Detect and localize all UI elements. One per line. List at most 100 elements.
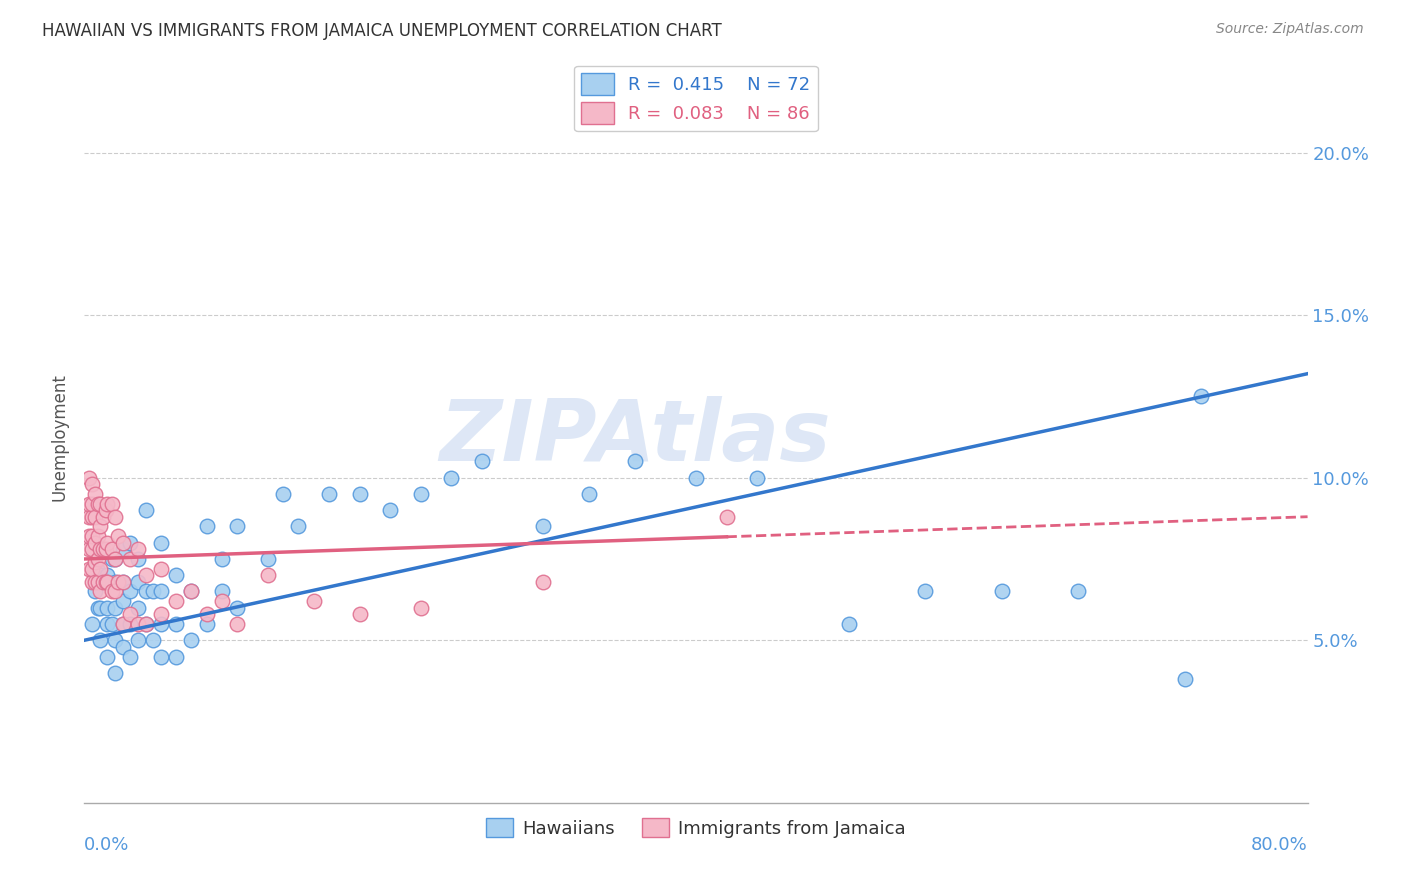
Point [180, 633, 202, 648]
Point [180, 584, 202, 599]
Point [84, 584, 107, 599]
Point [94, 503, 117, 517]
Point [94, 574, 117, 589]
Point [84, 555, 107, 569]
Point [111, 574, 134, 589]
Point [111, 640, 134, 654]
Point [104, 574, 127, 589]
Point [96, 600, 118, 615]
Point [94, 542, 117, 557]
Point [104, 509, 127, 524]
Point [120, 535, 142, 549]
Point [91, 509, 114, 524]
Point [89, 568, 111, 582]
Point [120, 607, 142, 622]
Point [89, 562, 111, 576]
Point [471, 454, 494, 468]
Point [104, 665, 127, 680]
Point [226, 617, 249, 632]
Point [96, 535, 118, 549]
Text: 80.0%: 80.0% [1251, 836, 1308, 854]
Point [111, 574, 134, 589]
Point [120, 617, 142, 632]
Point [111, 542, 134, 557]
Point [96, 568, 118, 582]
Point [135, 617, 157, 632]
Point [84, 487, 107, 501]
Point [195, 617, 218, 632]
Point [1174, 673, 1197, 687]
Point [89, 542, 111, 557]
Point [165, 568, 187, 582]
Point [104, 633, 127, 648]
Point [120, 649, 142, 664]
Point [101, 617, 124, 632]
Point [80, 574, 103, 589]
Point [747, 471, 769, 485]
Point [165, 649, 187, 664]
Point [89, 497, 111, 511]
Point [107, 574, 129, 589]
Point [84, 509, 107, 524]
Point [80, 497, 103, 511]
Point [111, 617, 134, 632]
Point [127, 600, 149, 615]
Point [211, 552, 233, 566]
Point [349, 607, 371, 622]
Point [87, 600, 110, 615]
Point [127, 574, 149, 589]
Point [84, 574, 107, 589]
Point [302, 594, 325, 608]
Point [120, 584, 142, 599]
Point [149, 617, 172, 632]
Point [80, 542, 103, 557]
Point [80, 477, 103, 491]
Point [87, 497, 110, 511]
Point [77, 509, 100, 524]
Point [624, 454, 647, 468]
Point [226, 600, 249, 615]
Text: HAWAIIAN VS IMMIGRANTS FROM JAMAICA UNEMPLOYMENT CORRELATION CHART: HAWAIIAN VS IMMIGRANTS FROM JAMAICA UNEM… [42, 22, 721, 40]
Text: Source: ZipAtlas.com: Source: ZipAtlas.com [1216, 22, 1364, 37]
Point [226, 519, 249, 533]
Point [101, 552, 124, 566]
Point [77, 497, 100, 511]
Point [257, 552, 280, 566]
Point [111, 535, 134, 549]
Point [120, 552, 142, 566]
Point [84, 535, 107, 549]
Point [127, 617, 149, 632]
Point [531, 519, 554, 533]
Point [77, 529, 100, 543]
Point [578, 487, 600, 501]
Point [87, 552, 110, 566]
Point [96, 497, 118, 511]
Point [107, 529, 129, 543]
Point [180, 584, 202, 599]
Point [96, 649, 118, 664]
Point [380, 503, 402, 517]
Point [77, 562, 100, 576]
Point [80, 509, 103, 524]
Point [195, 607, 218, 622]
Point [914, 584, 936, 599]
Point [135, 503, 157, 517]
Point [142, 633, 165, 648]
Point [135, 617, 157, 632]
Point [127, 542, 149, 557]
Point [96, 574, 118, 589]
Point [349, 487, 371, 501]
Point [89, 519, 111, 533]
Point [86, 562, 108, 576]
Point [685, 471, 707, 485]
Point [165, 617, 187, 632]
Point [127, 633, 149, 648]
Point [104, 584, 127, 599]
Point [89, 600, 111, 615]
Point [149, 584, 172, 599]
Point [149, 535, 172, 549]
Point [1189, 389, 1212, 403]
Text: 0.0%: 0.0% [84, 836, 129, 854]
Point [104, 600, 127, 615]
Point [104, 552, 127, 566]
